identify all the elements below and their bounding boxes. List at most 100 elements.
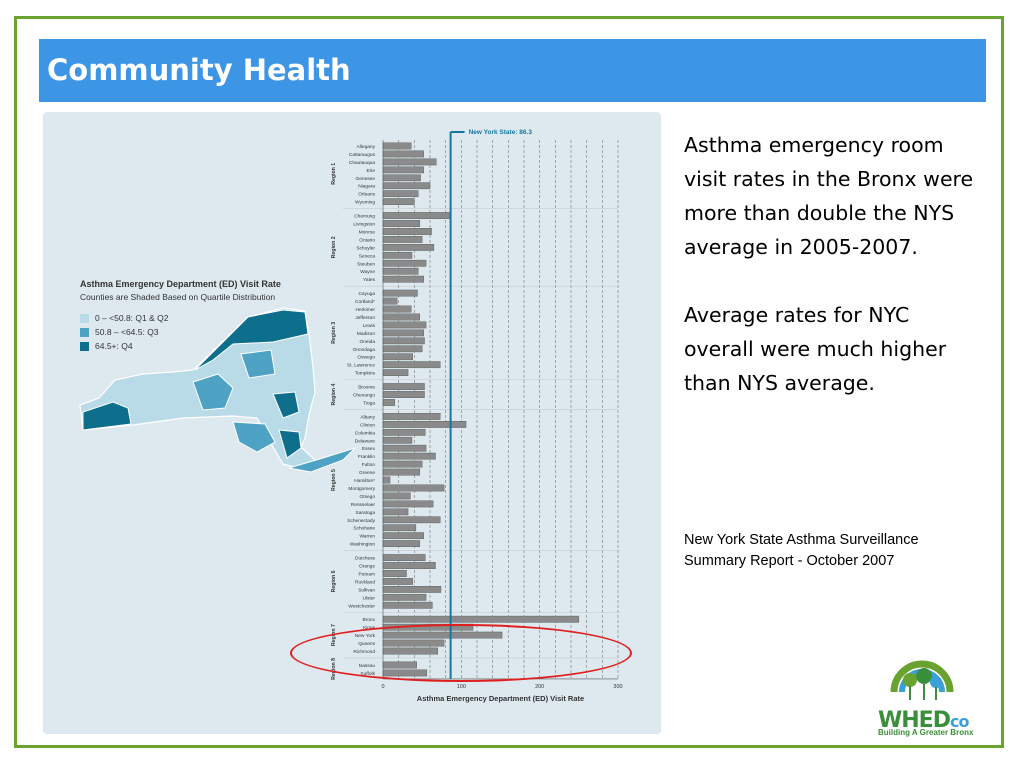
- bar-category-label: Allegany: [357, 144, 376, 150]
- bar: [382, 182, 431, 190]
- bar-category-label: Dutchess: [355, 556, 376, 562]
- bar-category-label: Putnam: [358, 571, 375, 577]
- x-axis-label: Asthma Emergency Department (ED) Visit R…: [417, 694, 584, 703]
- map-legend-item: 50.8 – <64.5: Q3: [80, 327, 159, 338]
- source-citation: New York State Asthma Surveillance Summa…: [684, 532, 919, 569]
- bar-category-label: Lewis: [363, 323, 376, 329]
- bar-category-label: Broome: [358, 385, 375, 391]
- bar-category-label: Chemung: [354, 214, 375, 220]
- bar-category-label: Washington: [350, 542, 375, 548]
- bar: [382, 492, 411, 500]
- legend-label: 64.5+: Q4: [95, 341, 133, 351]
- bar: [382, 383, 425, 390]
- bar: [382, 275, 424, 283]
- map-long-island: [288, 447, 356, 473]
- bar: [382, 428, 426, 436]
- bar: [382, 476, 391, 484]
- bar-category-label: Chenango: [353, 393, 375, 399]
- map-region-west: [82, 401, 132, 431]
- slide-title: Community Health: [47, 53, 351, 87]
- bar-category-label: Erie: [366, 168, 375, 174]
- bar-category-label: Albany: [360, 414, 375, 420]
- bar-category-label: Herkimer: [356, 307, 376, 313]
- region-label: Region 2: [331, 236, 337, 258]
- x-tick-label: 200: [535, 684, 544, 690]
- bar: [382, 516, 441, 524]
- bar: [382, 198, 415, 205]
- bar-category-label: Genesee: [356, 176, 376, 182]
- legend-label: 0 – <50.8: Q1 & Q2: [95, 313, 169, 323]
- region-label: Region 5: [331, 469, 337, 491]
- bar-category-label: Onondaga: [353, 347, 376, 353]
- bar: [382, 190, 419, 198]
- bar: [382, 313, 421, 321]
- bar-category-label: Montgomery: [348, 486, 375, 492]
- bar: [382, 444, 427, 452]
- bar: [382, 421, 467, 428]
- bar: [382, 570, 407, 577]
- bar-category-label: Tompkins: [355, 371, 376, 377]
- x-tick-label: 100: [457, 684, 466, 690]
- bar-category-label: Orange: [359, 564, 375, 570]
- legend-swatch: [80, 342, 89, 352]
- bar: [382, 554, 426, 561]
- bar: [382, 578, 413, 585]
- region7-highlight-ellipse: [290, 624, 632, 682]
- bar-category-label: Rockland: [355, 579, 375, 585]
- bar: [382, 259, 427, 267]
- bar-category-label: Ontario: [359, 237, 375, 243]
- bar-category-label: Otsego: [360, 494, 376, 500]
- bar-category-label: Oswego: [357, 355, 375, 361]
- region-label: Region 6: [331, 570, 337, 592]
- bar-category-label: Oneida: [360, 339, 376, 345]
- bar-category-label: Wayne: [360, 269, 375, 275]
- bar-category-label: Westchester: [348, 603, 375, 609]
- bar-category-label: Jefferson: [355, 315, 375, 321]
- x-tick-label: 300: [613, 684, 622, 690]
- bar: [382, 174, 421, 182]
- bar: [382, 436, 413, 444]
- reference-line-label: New York State: 86.3: [469, 129, 533, 136]
- bar: [382, 601, 433, 609]
- logo-word-suffix: co: [949, 712, 970, 731]
- bar: [382, 562, 436, 569]
- bar-category-label: Orleans: [358, 192, 375, 198]
- bar-category-label: Niagara: [358, 184, 375, 190]
- bar: [382, 166, 424, 174]
- bar: [382, 586, 442, 593]
- bar-category-label: Yates: [363, 277, 376, 283]
- slide-frame: [14, 16, 1004, 748]
- bar-category-label: Steuben: [357, 261, 375, 267]
- bar: [382, 267, 419, 275]
- map-legend-item: 64.5+: Q4: [80, 341, 133, 352]
- bar-category-label: Monroe: [359, 229, 376, 235]
- logo-wordmark: WHEDco: [878, 708, 970, 733]
- bar: [382, 500, 434, 508]
- bar-category-label: Schoharie: [353, 526, 375, 532]
- bar-category-label: St. Lawrence: [347, 363, 375, 369]
- logo-tagline: Building A Greater Bronx: [878, 728, 974, 737]
- bar-category-label: Livingston: [353, 222, 375, 228]
- bar: [382, 524, 417, 532]
- bar: [382, 142, 412, 150]
- bar: [382, 593, 427, 601]
- bar: [382, 369, 409, 377]
- legend-swatch: [80, 328, 89, 338]
- bar: [382, 305, 412, 313]
- bar: [382, 289, 418, 297]
- bar: [382, 243, 435, 251]
- bar-category-label: Saratoga: [356, 510, 376, 516]
- bar: [382, 150, 424, 158]
- bar-category-label: Columbia: [355, 430, 376, 436]
- bar-category-label: Greene: [359, 470, 375, 476]
- bar: [382, 251, 413, 259]
- bar: [382, 484, 445, 492]
- title-banner: Community Health: [39, 39, 986, 102]
- logo-word-main: WHED: [878, 708, 951, 733]
- bar: [382, 337, 425, 345]
- legend-swatch: [80, 314, 89, 324]
- bar: [382, 321, 427, 329]
- bar-category-label: Sullivan: [358, 587, 375, 593]
- ny-state-map: [79, 307, 356, 473]
- bar: [382, 508, 409, 516]
